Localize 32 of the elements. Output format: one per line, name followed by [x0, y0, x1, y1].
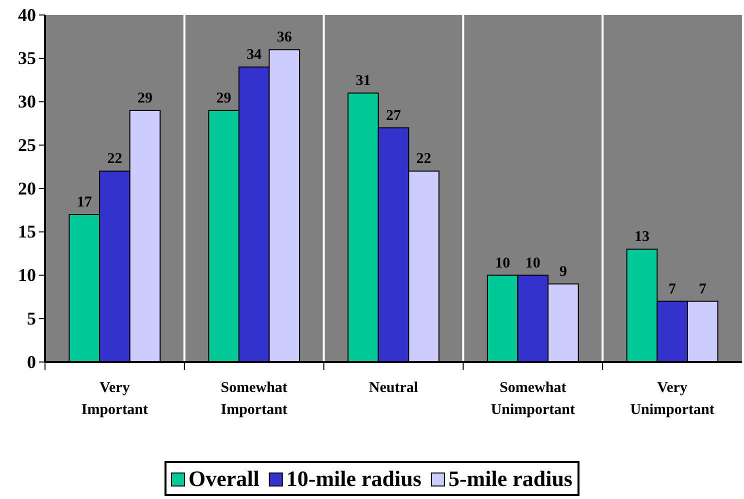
data-label: 29 — [138, 90, 153, 106]
y-tick-label: 0 — [27, 352, 36, 372]
y-tick-label: 10 — [18, 265, 36, 286]
legend-label: 5-mile radius — [448, 466, 573, 491]
data-label: 9 — [559, 264, 567, 280]
data-label: 22 — [107, 151, 122, 168]
data-label: 27 — [386, 108, 402, 124]
y-tick-label: 25 — [18, 134, 36, 155]
data-label: 17 — [76, 194, 92, 211]
y-tick-label: 35 — [18, 48, 36, 68]
data-label: 10 — [495, 255, 510, 272]
y-tick-label: 5 — [27, 308, 36, 328]
data-label: 10 — [525, 255, 540, 272]
data-label: 29 — [216, 90, 232, 106]
x-tick-label: Very Unimportant — [630, 380, 714, 418]
y-tick-label: 30 — [18, 92, 36, 112]
data-label: 36 — [276, 30, 292, 46]
data-label: 34 — [246, 47, 262, 64]
x-tick-label: Somewhat Important — [220, 380, 288, 418]
y-tick-label: 40 — [18, 4, 36, 25]
x-tick-label: Very Important — [81, 380, 148, 418]
x-tick-label: Neutral — [368, 380, 418, 396]
legend-label: Overall — [188, 466, 260, 491]
y-tick-label: 15 — [18, 222, 36, 242]
data-label: 22 — [416, 151, 432, 168]
y-tick-label: 20 — [18, 178, 36, 198]
legend-label: 10-mile radius — [286, 466, 422, 491]
data-label: 7 — [698, 281, 707, 298]
data-label: 31 — [356, 73, 371, 90]
data-label: 7 — [668, 281, 677, 298]
x-tick-label: Somewhat Unimportant — [490, 380, 575, 418]
data-label: 13 — [634, 229, 650, 246]
